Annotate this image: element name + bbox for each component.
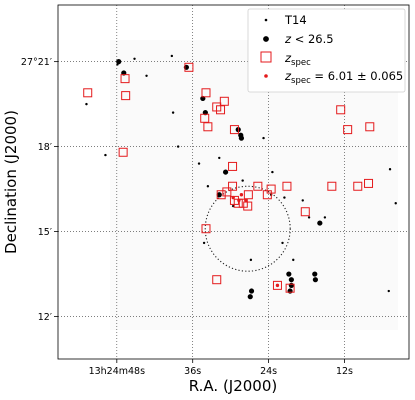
zspec-square xyxy=(253,181,263,191)
bright-galaxy-point xyxy=(222,169,229,175)
bright-galaxy-point xyxy=(288,277,294,283)
t14-point xyxy=(176,145,180,148)
bright-galaxy-point xyxy=(317,220,323,226)
zspec-601-point xyxy=(237,198,241,203)
zspec-square xyxy=(201,224,211,234)
grid-layer xyxy=(58,5,409,359)
legend-label-z-lt-26-5: z < 26.5 xyxy=(284,32,334,46)
x-axis-label: R.A. (J2000) xyxy=(189,377,278,395)
zspec-square xyxy=(118,147,128,157)
bright-galaxy-point xyxy=(238,132,244,138)
zspec-square xyxy=(219,96,229,106)
t14-point xyxy=(323,216,327,219)
zspec-square xyxy=(120,74,130,84)
t14-point xyxy=(307,216,311,219)
t14-point xyxy=(206,185,210,188)
y-tick-label: 12′ xyxy=(38,312,52,323)
t14-point xyxy=(241,179,244,182)
zspec-square xyxy=(272,280,282,290)
zspec-square xyxy=(83,88,93,98)
t14-point xyxy=(85,102,88,106)
zspec-601-point xyxy=(244,198,248,203)
t14-point xyxy=(388,168,392,171)
zspec-square xyxy=(243,201,253,211)
zspec-square xyxy=(266,184,276,194)
t14-point xyxy=(394,202,397,205)
zspec-square xyxy=(216,190,226,200)
y-tick-label: 15′ xyxy=(38,227,52,238)
t14-point xyxy=(262,136,265,140)
legend-label-zspec: zspec xyxy=(284,51,311,68)
y-tick-label: 18′ xyxy=(38,142,52,153)
t14-point xyxy=(292,258,295,262)
t14-point xyxy=(171,111,175,114)
zspec-square xyxy=(336,105,346,115)
bright-galaxy-point xyxy=(288,282,294,288)
t14-point xyxy=(145,74,148,78)
zspec-square xyxy=(243,190,253,200)
x-tick-label: 24s xyxy=(260,366,277,377)
zspec-square xyxy=(327,181,337,191)
zspec-square xyxy=(365,122,375,132)
bright-galaxy-point xyxy=(287,288,293,294)
zspec-square xyxy=(364,178,374,188)
t14-point xyxy=(218,156,221,160)
t14-point xyxy=(170,54,174,58)
zspec-square xyxy=(203,122,213,132)
x-tick-label: 12s xyxy=(336,366,353,377)
t14-point xyxy=(249,258,253,262)
t14-point xyxy=(283,196,286,199)
bright-galaxy-point xyxy=(247,294,253,300)
x-tick-label: 36s xyxy=(184,366,201,377)
bright-galaxy-point xyxy=(286,271,292,277)
bright-galaxy-point xyxy=(116,59,122,65)
zspec-square xyxy=(121,91,131,101)
zspec-square xyxy=(222,187,232,197)
legend-marker-t14 xyxy=(264,18,268,22)
t14-point xyxy=(301,199,304,202)
circle-layer xyxy=(204,185,291,272)
y-tick-label: 27°21′ xyxy=(21,57,52,68)
t14-point xyxy=(281,241,284,245)
zspec-601-point xyxy=(231,195,235,200)
y-axis-label: Declination (J2000) xyxy=(2,110,20,254)
t14-point xyxy=(197,162,201,165)
legend-marker-z-lt-26-5 xyxy=(263,36,269,42)
zspec-square xyxy=(300,207,310,217)
zspec-square xyxy=(201,88,211,98)
zspec-601-point xyxy=(275,283,280,288)
t14-point xyxy=(202,241,206,245)
ticks-layer: 13h24m48s 36s 24s 12s 27°21′ 18′ 15′ 12′ xyxy=(21,57,353,377)
points-layer xyxy=(83,54,397,300)
zspec-square xyxy=(212,275,222,285)
zspec-square xyxy=(353,181,363,191)
zspec-square xyxy=(228,181,238,191)
legend-box xyxy=(247,8,406,93)
legend-label-t14: T14 xyxy=(284,13,307,27)
legend-marker-zspec-6-01 xyxy=(264,74,268,78)
bright-galaxy-point xyxy=(216,192,222,198)
bright-galaxy-point xyxy=(248,288,255,294)
x-tick-label: 13h24m48s xyxy=(89,366,146,377)
plot-frame xyxy=(57,4,410,360)
zspec-square xyxy=(184,62,194,72)
t14-point xyxy=(387,289,390,293)
legend: T14 z < 26.5 zspec zspec = 6.01 ± 0.065 xyxy=(247,8,406,93)
zspec-square xyxy=(228,161,238,171)
selection-circle xyxy=(204,185,291,272)
bright-galaxy-point xyxy=(312,271,318,277)
zspec-square xyxy=(343,125,353,135)
zspec-square xyxy=(285,283,295,293)
legend-marker-zspec xyxy=(260,51,272,63)
t14-point xyxy=(104,153,107,157)
legend-label-zspec-6-01: zspec = 6.01 ± 0.065 xyxy=(284,69,403,86)
zspec-square xyxy=(229,125,239,135)
zspec-square xyxy=(282,181,292,191)
zspec-601-point xyxy=(239,193,244,197)
bright-galaxy-point xyxy=(312,277,318,283)
t14-point xyxy=(133,57,136,61)
t14-point xyxy=(271,170,274,174)
